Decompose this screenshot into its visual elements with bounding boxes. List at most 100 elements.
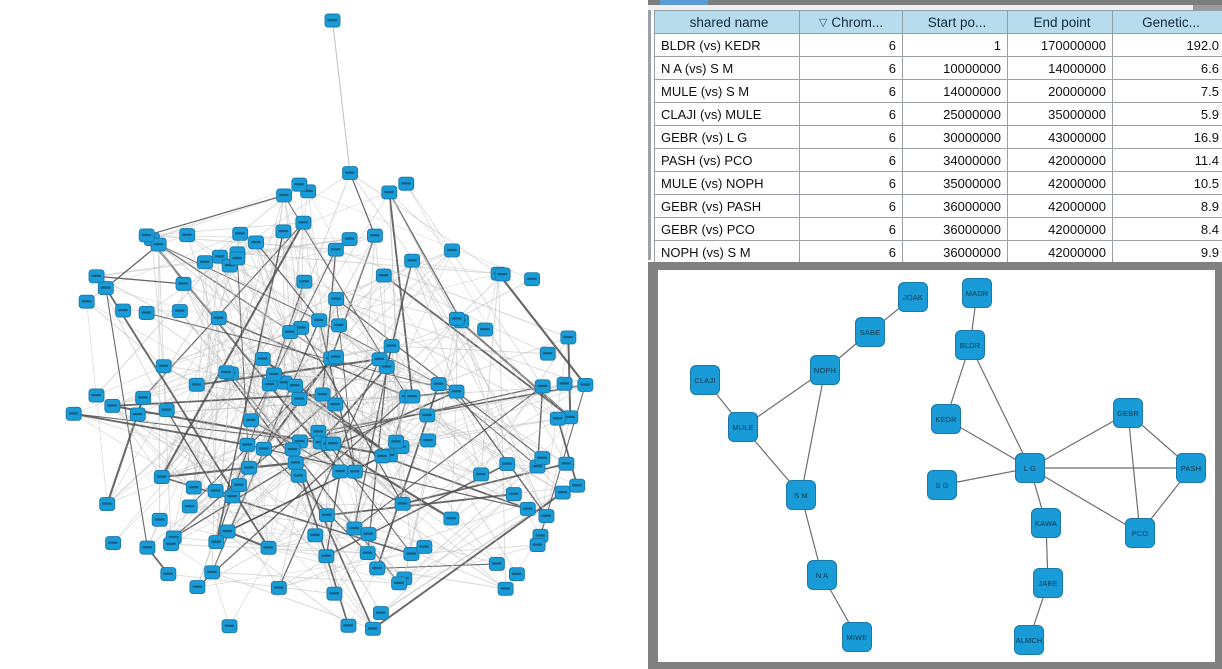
subnetwork-node-mule[interactable]: MULE [728, 412, 758, 442]
column-header-start-point[interactable]: Start po... [902, 10, 1008, 34]
subnetwork-node-joak[interactable]: JOAK [898, 282, 928, 312]
table-row[interactable]: GEBR (vs) PCO 6 36000000 42000000 8.4 [654, 217, 1222, 241]
subnetwork-edge[interactable] [1127, 412, 1141, 534]
subnetwork-node-na[interactable]: N A [807, 560, 837, 590]
cell-chromosome[interactable]: 6 [799, 194, 903, 218]
main-network-edge [112, 405, 228, 532]
cell-shared-name[interactable]: MULE (vs) NOPH [654, 171, 800, 195]
cell-start-point[interactable]: 34000000 [902, 148, 1008, 172]
table-row[interactable]: MULE (vs) NOPH 6 35000000 42000000 10.5 [654, 171, 1222, 195]
subnetwork-node-gebr[interactable]: GEBR [1113, 398, 1143, 428]
subnetwork-edge[interactable] [1029, 412, 1129, 469]
cell-start-point[interactable]: 35000000 [902, 171, 1008, 195]
cell-genetic[interactable]: 16.9 [1112, 125, 1222, 149]
subnetwork-canvas[interactable]: JOAK SABE NOPH CLAJI MULE S M N A MIWE MADR BLDR K… [658, 270, 1215, 662]
column-header-shared-name[interactable]: shared name [654, 10, 800, 34]
subnetwork-node-noph[interactable]: NOPH [810, 355, 840, 385]
cell-genetic[interactable]: 7.5 [1112, 79, 1222, 103]
cell-end-point[interactable]: 42000000 [1007, 148, 1113, 172]
table-row[interactable]: NOPH (vs) S M 6 36000000 42000000 9.9 [654, 240, 1222, 264]
main-network-graph[interactable] [0, 0, 648, 669]
cell-genetic[interactable]: 8.9 [1112, 194, 1222, 218]
cell-chromosome[interactable]: 6 [799, 125, 903, 149]
column-header-genetic[interactable]: Genetic... [1112, 10, 1222, 34]
subnetwork-node-lg[interactable]: L G [1015, 453, 1045, 483]
table-row[interactable]: MULE (vs) S M 6 14000000 20000000 7.5 [654, 79, 1222, 103]
table-row[interactable]: CLAJI (vs) MULE 6 25000000 35000000 5.9 [654, 102, 1222, 126]
cell-end-point[interactable]: 170000000 [1007, 33, 1113, 57]
subnetwork-node-bldr[interactable]: BLDR [955, 330, 985, 360]
subnetwork-node-miwe[interactable]: MIWE [842, 622, 872, 652]
table-row[interactable]: N A (vs) S M 6 10000000 14000000 6.6 [654, 56, 1222, 80]
subnetwork-node-kawa[interactable]: KAWA [1031, 508, 1061, 538]
subnetwork-node-almch[interactable]: ALMCH [1014, 625, 1044, 655]
cell-start-point[interactable]: 25000000 [902, 102, 1008, 126]
cell-shared-name[interactable]: NOPH (vs) S M [654, 240, 800, 264]
cell-genetic[interactable]: 192.0 [1112, 33, 1222, 57]
subnetwork-node-claji[interactable]: CLAJI [690, 365, 720, 395]
main-network-edge [336, 298, 586, 386]
table-row[interactable]: GEBR (vs) L G 6 30000000 43000000 16.9 [654, 125, 1222, 149]
subnetwork-node-madr[interactable]: MADR [962, 278, 992, 308]
cell-chromosome[interactable]: 6 [799, 240, 903, 264]
cell-shared-name[interactable]: GEBR (vs) PASH [654, 194, 800, 218]
cell-genetic[interactable]: 6.6 [1112, 56, 1222, 80]
subnetwork-edge[interactable] [1029, 467, 1141, 534]
cell-chromosome[interactable]: 6 [799, 56, 903, 80]
main-network-edge [96, 275, 184, 285]
subnetwork-node-pco[interactable]: PCO [1125, 518, 1155, 548]
cell-chromosome[interactable]: 6 [799, 79, 903, 103]
subnetwork-node-pash[interactable]: PASH [1176, 453, 1206, 483]
cell-start-point[interactable]: 36000000 [902, 217, 1008, 241]
cell-end-point[interactable]: 14000000 [1007, 56, 1113, 80]
table-row[interactable]: GEBR (vs) PASH 6 36000000 42000000 8.9 [654, 194, 1222, 218]
subnetwork-node-kedr[interactable]: KEDR [931, 404, 961, 434]
subnetwork-node-sabe[interactable]: SABE [855, 317, 885, 347]
cell-shared-name[interactable]: PASH (vs) PCO [654, 148, 800, 172]
cell-genetic[interactable]: 11.4 [1112, 148, 1222, 172]
cell-chromosome[interactable]: 6 [799, 33, 903, 57]
edge-attribute-table[interactable]: shared name ▽ Chrom... Start po... End po… [648, 10, 1222, 264]
cell-start-point[interactable]: 10000000 [902, 56, 1008, 80]
cell-start-point[interactable]: 36000000 [902, 240, 1008, 264]
subnetwork-node-jabe[interactable]: JABE [1033, 568, 1063, 598]
cell-chromosome[interactable]: 6 [799, 102, 903, 126]
cell-start-point[interactable]: 14000000 [902, 79, 1008, 103]
cell-chromosome[interactable]: 6 [799, 171, 903, 195]
column-header-chromosome[interactable]: ▽ Chrom... [799, 10, 903, 34]
table-row[interactable]: PASH (vs) PCO 6 34000000 42000000 11.4 [654, 148, 1222, 172]
cell-genetic[interactable]: 9.9 [1112, 240, 1222, 264]
horizontal-scrollbar-track[interactable] [648, 5, 1222, 10]
cell-end-point[interactable]: 20000000 [1007, 79, 1113, 103]
main-network-canvas[interactable] [0, 0, 648, 669]
cell-shared-name[interactable]: N A (vs) S M [654, 56, 800, 80]
cell-genetic[interactable]: 8.4 [1112, 217, 1222, 241]
cell-end-point[interactable]: 42000000 [1007, 194, 1113, 218]
top-scroll-strip[interactable] [648, 0, 1222, 10]
cell-genetic[interactable]: 10.5 [1112, 171, 1222, 195]
cell-end-point[interactable]: 42000000 [1007, 217, 1113, 241]
active-tab-indicator[interactable] [660, 0, 708, 5]
horizontal-scrollbar-thumb[interactable] [1193, 5, 1222, 10]
cell-chromosome[interactable]: 6 [799, 148, 903, 172]
cell-start-point[interactable]: 36000000 [902, 194, 1008, 218]
subnetwork-edge[interactable] [800, 369, 826, 496]
cell-genetic[interactable]: 5.9 [1112, 102, 1222, 126]
subnetwork-edge[interactable] [969, 344, 1031, 469]
cell-end-point[interactable]: 42000000 [1007, 171, 1113, 195]
column-header-end-point[interactable]: End point [1007, 10, 1113, 34]
cell-chromosome[interactable]: 6 [799, 217, 903, 241]
cell-shared-name[interactable]: GEBR (vs) L G [654, 125, 800, 149]
cell-shared-name[interactable]: CLAJI (vs) MULE [654, 102, 800, 126]
cell-shared-name[interactable]: GEBR (vs) PCO [654, 217, 800, 241]
table-row[interactable]: BLDR (vs) KEDR 6 1 170000000 192.0 [654, 33, 1222, 57]
cell-end-point[interactable]: 35000000 [1007, 102, 1113, 126]
cell-shared-name[interactable]: MULE (vs) S M [654, 79, 800, 103]
cell-start-point[interactable]: 1 [902, 33, 1008, 57]
cell-end-point[interactable]: 42000000 [1007, 240, 1113, 264]
cell-start-point[interactable]: 30000000 [902, 125, 1008, 149]
cell-shared-name[interactable]: BLDR (vs) KEDR [654, 33, 800, 57]
cell-end-point[interactable]: 43000000 [1007, 125, 1113, 149]
subnetwork-node-sg[interactable]: S G [927, 470, 957, 500]
subnetwork-node-sm[interactable]: S M [786, 480, 816, 510]
